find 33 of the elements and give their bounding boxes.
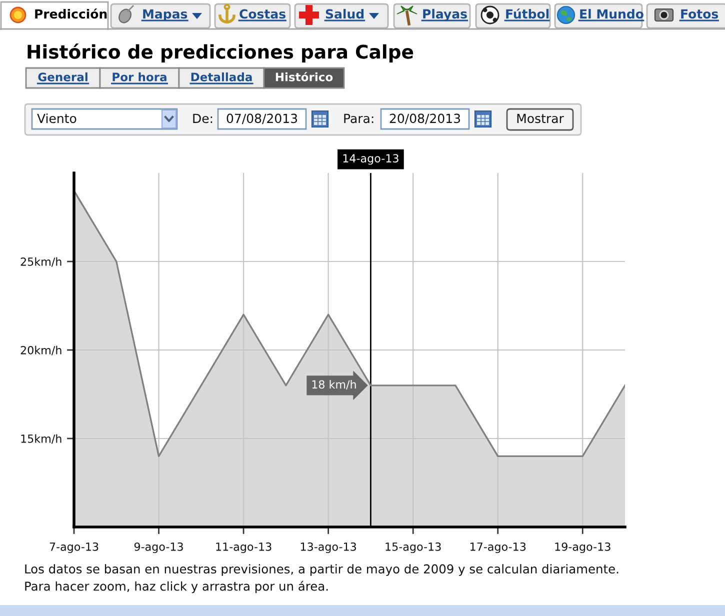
text: Fotos [681,9,718,19]
x-tick-label: 7-ago-13 [50,542,98,554]
x-tick-label: 15-ago-13 [386,542,441,554]
y-tick-label: 20km/h [20,346,62,356]
ref-line-label: 14-ago-13 [343,154,398,165]
text: El Mundo [580,8,644,19]
x-tick-label: 11-ago-13 [216,542,272,554]
x-tick-label: 19-ago-13 [555,542,610,554]
text: Viento [37,113,76,124]
y-tick-label: 15km/h [21,434,62,444]
text: De: [193,114,212,124]
text: Histórico [276,72,333,82]
text: Costas [240,9,286,19]
y-tick-label: 25km/h [20,257,62,267]
text: General [38,72,88,82]
text: 07/08/2013 [226,114,298,124]
text: Mostrar [517,114,564,124]
text: Detallada [191,72,252,82]
x-tick-label: 17-ago-13 [470,542,526,554]
text: Playas [423,8,467,22]
text: Por hora [112,72,166,82]
text: Mapas [143,9,188,22]
x-tick-label: 13-ago-13 [300,542,356,554]
text: 20/08/2013 [390,114,460,124]
text: Los datos se basan en nuestras previsiones, a partir de mayo de 2009 y se calculan diariamente. [25,564,618,576]
chart-title: Histórico de predicciones para Calpe [28,44,414,62]
x-tick-label: 9-ago-13 [134,542,183,554]
annotation: 18 km/h [312,380,356,390]
text: Para: [344,114,374,124]
text: Predicción [35,8,107,19]
text: Para hacer zoom, haz click y arrastra por un área. [25,580,328,594]
text: Salud [326,8,364,19]
text: Fútbol [506,8,549,19]
